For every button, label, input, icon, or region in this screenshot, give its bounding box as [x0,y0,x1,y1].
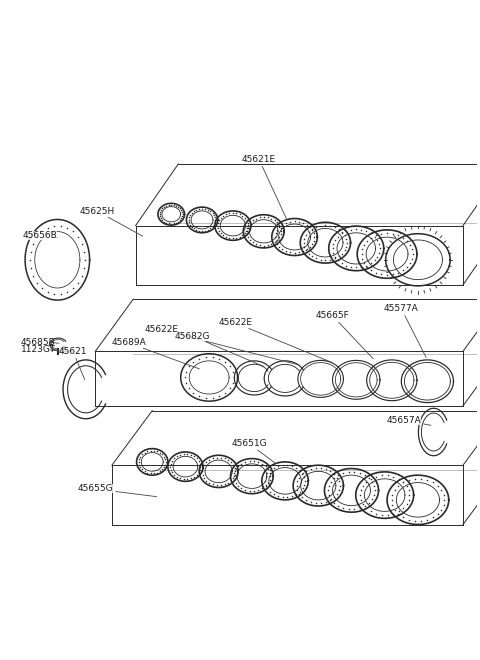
Text: 45651G: 45651G [232,440,276,463]
Text: 45621E: 45621E [242,154,286,218]
Text: 45657A: 45657A [386,416,431,425]
Text: 45685B: 45685B [21,338,56,347]
Text: 45577A: 45577A [384,304,426,358]
Text: 45665F: 45665F [316,312,373,359]
Text: 45682G: 45682G [175,332,264,366]
Text: 45622E: 45622E [218,318,332,362]
Text: 45689A: 45689A [111,339,200,369]
Text: 45656B: 45656B [23,230,57,240]
Text: 45625H: 45625H [80,207,143,236]
Text: 45655G: 45655G [77,484,156,497]
Text: 45621: 45621 [59,347,87,380]
Text: 1123GT: 1123GT [21,345,56,354]
Text: 45622E: 45622E [144,325,299,365]
